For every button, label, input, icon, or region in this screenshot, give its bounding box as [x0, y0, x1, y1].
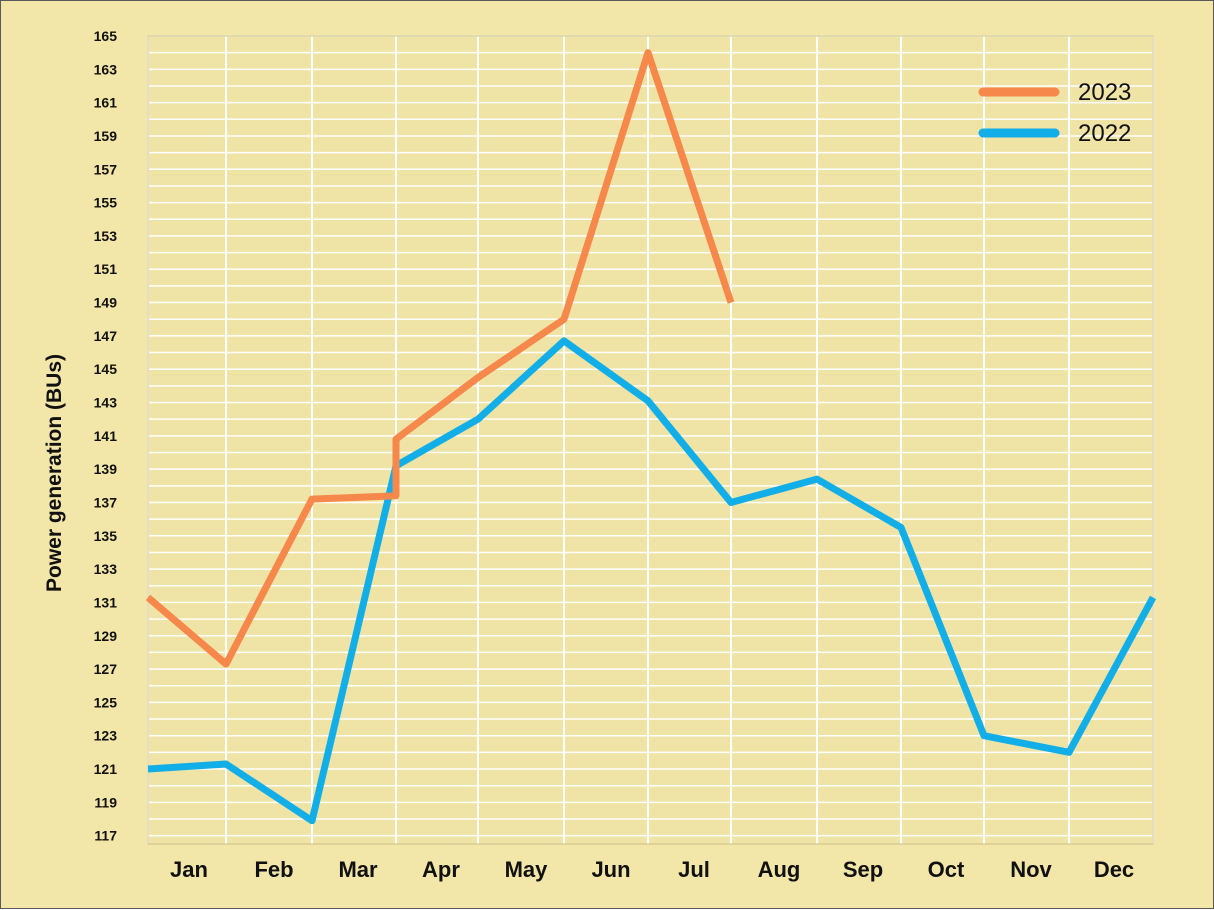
x-tick-label: Jul — [678, 857, 710, 882]
x-tick-label: Sep — [843, 857, 883, 882]
y-tick-label: 145 — [94, 361, 118, 377]
x-tick-label: May — [505, 857, 549, 882]
x-tick-label: Nov — [1010, 857, 1052, 882]
x-tick-label: Oct — [928, 857, 965, 882]
x-tick-label: Apr — [422, 857, 460, 882]
y-tick-label: 149 — [94, 295, 118, 311]
y-tick-label: 165 — [94, 28, 118, 44]
legend-label-2022: 2022 — [1078, 120, 1131, 147]
y-axis-label: Power generation (BUs) — [43, 354, 66, 592]
legend: 2023 2022 — [978, 79, 1131, 147]
y-tick-label: 153 — [94, 228, 118, 244]
x-tick-label: Dec — [1094, 857, 1134, 882]
y-tick-label: 139 — [94, 461, 118, 477]
y-tick-label: 117 — [94, 828, 117, 844]
y-tick-label: 151 — [94, 261, 118, 277]
x-tick-label: Jun — [591, 857, 630, 882]
legend-label-2023: 2023 — [1078, 79, 1131, 106]
x-tick-label: Jan — [170, 857, 208, 882]
y-tick-label: 155 — [94, 195, 118, 211]
series-line-2022 — [147, 337, 1157, 825]
y-tick-label: 157 — [94, 161, 118, 177]
plot-border — [147, 35, 1154, 845]
y-tick-label: 161 — [94, 95, 118, 111]
y-tick-label: 121 — [94, 761, 118, 777]
x-axis-ticks: Jan Feb Mar Apr May Jun Jul Aug Sep Oct Nov Dec — [170, 857, 1134, 882]
plot-area — [148, 36, 1153, 844]
y-tick-label: 133 — [94, 561, 118, 577]
y-tick-label: 127 — [94, 661, 118, 677]
series-line-2023 — [145, 49, 735, 668]
y-tick-label: 131 — [94, 594, 118, 610]
series-lines — [145, 49, 1157, 825]
y-tick-label: 159 — [94, 128, 118, 144]
y-tick-label: 135 — [94, 528, 118, 544]
y-tick-label: 163 — [94, 61, 118, 77]
y-tick-label: 137 — [94, 494, 118, 510]
vertical-gridlines — [147, 35, 1154, 845]
y-tick-label: 125 — [94, 694, 118, 710]
x-tick-label: Aug — [758, 857, 801, 882]
x-tick-label: Mar — [338, 857, 378, 882]
y-tick-label: 119 — [94, 794, 117, 810]
y-tick-label: 129 — [94, 628, 118, 644]
y-tick-label: 143 — [94, 395, 118, 411]
y-tick-label: 123 — [94, 728, 118, 744]
y-axis-ticks: 117 119 121 123 125 127 129 131 133 135 137 139 141 1… — [94, 28, 118, 844]
horizontal-gridlines — [148, 35, 1153, 837]
x-tick-label: Feb — [254, 857, 293, 882]
y-tick-label: 147 — [94, 328, 118, 344]
y-tick-label: 141 — [94, 428, 118, 444]
